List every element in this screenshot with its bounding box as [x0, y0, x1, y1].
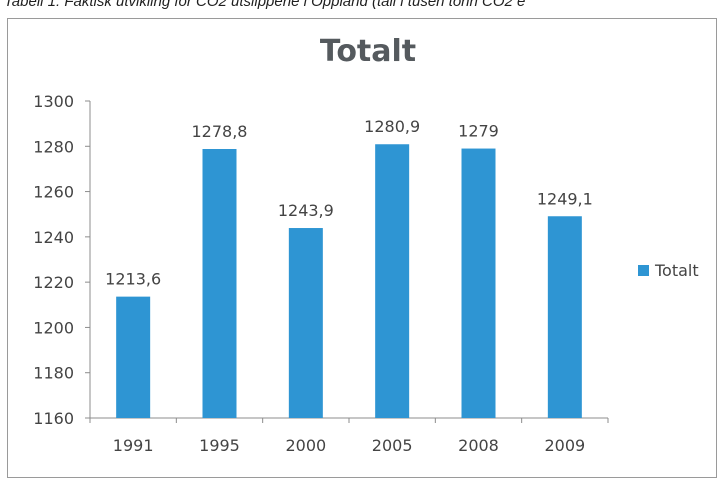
bar-2000 [288, 228, 323, 418]
data-label: 1243,9 [278, 201, 334, 220]
data-label: 1278,8 [192, 122, 248, 141]
bar-1995 [202, 149, 237, 418]
data-label: 1249,1 [537, 189, 593, 208]
y-tick-label: 1260 [33, 183, 74, 202]
bars-group: 1213,6 1278,8 1243,9 1280,9 1279 1249,1 [105, 117, 593, 419]
y-tick-label: 1220 [33, 273, 74, 292]
y-tick-label: 1240 [33, 228, 74, 247]
x-axis: 1991 1995 2000 2005 2008 2009 [89, 417, 609, 455]
chart-title: Totalt [320, 34, 416, 69]
x-tick-label: 1995 [199, 436, 240, 455]
x-tick-label: 2000 [285, 436, 326, 455]
bar-1991 [116, 296, 151, 418]
table-caption: Tabell 1: Faktisk utvikling for CO2 utsl… [4, 0, 526, 10]
bar-2008 [461, 148, 496, 419]
bar-chart: Totalt 11601180120012201240126012801300 … [33, 34, 699, 455]
y-tick-label: 1300 [33, 92, 74, 111]
data-label: 1280,9 [364, 117, 420, 136]
legend-swatch [638, 265, 649, 276]
y-tick-label: 1280 [33, 137, 74, 156]
y-tick-label: 1180 [33, 364, 74, 383]
x-tick-label: 2005 [372, 436, 413, 455]
x-tick-label: 2008 [458, 436, 499, 455]
x-tick-label: 1991 [113, 436, 154, 455]
y-tick-label: 1200 [33, 318, 74, 337]
legend: Totalt [638, 261, 699, 280]
x-tick-label: 2009 [544, 436, 585, 455]
y-tick-label: 1160 [33, 409, 74, 428]
data-label: 1213,6 [105, 270, 161, 289]
bar-2005 [375, 144, 410, 418]
bar-2009 [547, 216, 582, 418]
legend-label: Totalt [654, 261, 699, 280]
data-label: 1279 [458, 122, 499, 141]
y-axis: 1160 1180 1200 1220 1240 1260 1280 1300 [33, 92, 91, 428]
